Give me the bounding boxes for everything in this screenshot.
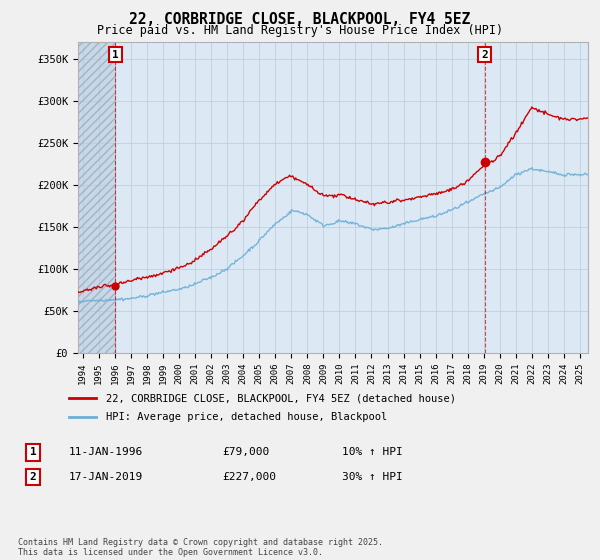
Text: 22, CORBRIDGE CLOSE, BLACKPOOL, FY4 5EZ (detached house): 22, CORBRIDGE CLOSE, BLACKPOOL, FY4 5EZ … [106,393,455,403]
Text: 17-JAN-2019: 17-JAN-2019 [69,472,143,482]
Text: £79,000: £79,000 [222,447,269,458]
Text: 30% ↑ HPI: 30% ↑ HPI [342,472,403,482]
Bar [78,42,115,353]
Bar [78,42,115,353]
Text: 11-JAN-1996: 11-JAN-1996 [69,447,143,458]
Text: Price paid vs. HM Land Registry's House Price Index (HPI): Price paid vs. HM Land Registry's House … [97,24,503,36]
Text: 1: 1 [112,50,119,59]
Text: £227,000: £227,000 [222,472,276,482]
Text: Contains HM Land Registry data © Crown copyright and database right 2025.
This d: Contains HM Land Registry data © Crown c… [18,538,383,557]
Text: HPI: Average price, detached house, Blackpool: HPI: Average price, detached house, Blac… [106,412,387,422]
Text: 10% ↑ HPI: 10% ↑ HPI [342,447,403,458]
Text: 1: 1 [29,447,37,458]
Text: 2: 2 [481,50,488,59]
Text: 2: 2 [29,472,37,482]
Text: 22, CORBRIDGE CLOSE, BLACKPOOL, FY4 5EZ: 22, CORBRIDGE CLOSE, BLACKPOOL, FY4 5EZ [130,12,470,27]
